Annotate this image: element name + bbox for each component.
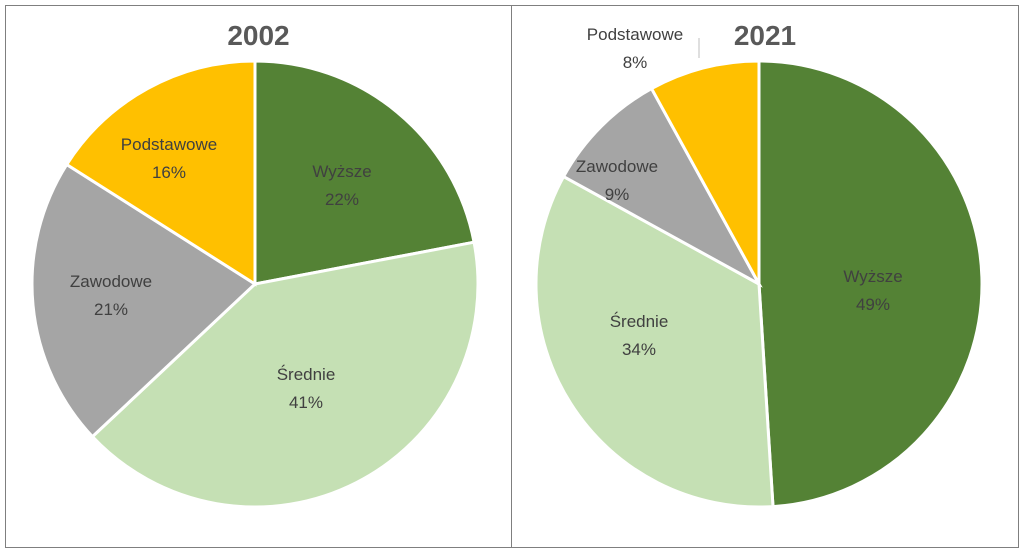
slice-name: Średnie	[609, 312, 669, 331]
pie-slice-srednie	[90, 240, 480, 509]
slice-value: 16%	[151, 163, 187, 182]
slice-label-zawodowe: Zawodowe 9%	[576, 153, 658, 209]
pie-2002-svg	[30, 59, 480, 509]
slice-value: 9%	[604, 185, 630, 204]
slice-value: 41%	[288, 393, 324, 412]
pie-slice-wyzsze	[757, 59, 984, 509]
pie-chart-2002: 2002 Wyższe 22% Średnie 41% Zawodowe 21% Podst…	[5, 5, 512, 548]
pie-slice-podstawowe	[64, 59, 257, 287]
slice-label-srednie: Średnie 41%	[277, 361, 336, 417]
pie-2021-svg	[534, 38, 984, 509]
slice-value: 49%	[855, 295, 891, 314]
chart-title-2002: 2002	[227, 20, 290, 51]
slice-label-zawodowe: Zawodowe 21%	[70, 268, 152, 324]
pie-slice-zawodowe	[561, 86, 763, 288]
slice-value: 34%	[621, 340, 657, 359]
pie-slice-podstawowe	[649, 59, 761, 285]
slice-label-wyzsze: Wyższe 49%	[843, 263, 902, 319]
slice-value: 21%	[93, 300, 129, 319]
slice-name: Wyższe	[312, 162, 372, 181]
slice-name: Wyższe	[843, 267, 903, 286]
pie-slice-zawodowe	[30, 162, 258, 439]
slice-label-wyzsze: Wyższe 22%	[312, 158, 371, 214]
slice-name: Średnie	[276, 365, 336, 384]
slice-value: 8%	[622, 53, 648, 72]
chart-title-2021: 2021	[733, 20, 797, 51]
slice-name: Zawodowe	[69, 272, 153, 291]
slice-label-podstawowe: Podstawowe 16%	[121, 131, 217, 187]
pie-chart-2021: 2021 Wyższe 49% Średnie 34% Zawodowe 9% Podsta…	[511, 5, 1019, 548]
slice-value: 22%	[324, 190, 360, 209]
slice-name: Podstawowe	[120, 135, 218, 154]
slice-name: Zawodowe	[575, 157, 659, 176]
slice-label-srednie: Średnie 34%	[610, 308, 669, 364]
pie-slice-wyzsze	[253, 59, 476, 286]
slice-label-podstawowe: Podstawowe 8%	[587, 21, 683, 77]
slice-name: Podstawowe	[586, 25, 684, 44]
